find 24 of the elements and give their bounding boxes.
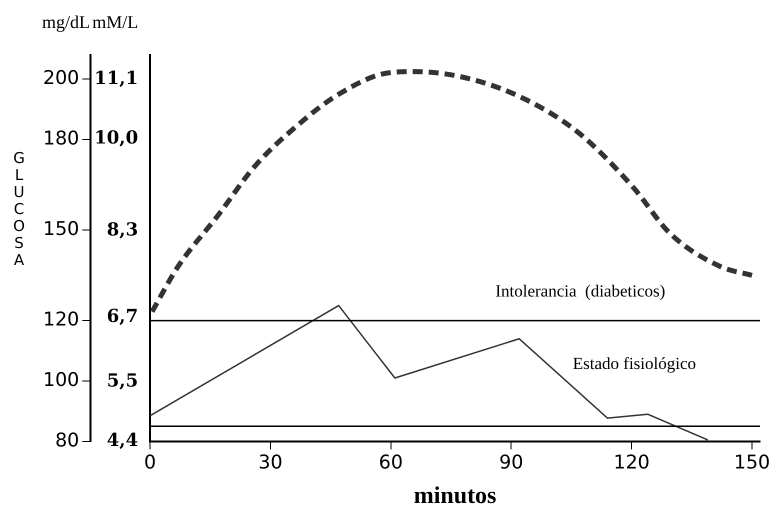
annotation: Intolerancia (diabeticos) [495, 281, 666, 300]
y-tick-label: 80 [55, 429, 80, 452]
y2-tick-label: 8,3 [106, 219, 138, 240]
x-tick-label: 150 [734, 452, 770, 474]
y2-axis-title: mM/L [92, 12, 138, 33]
y2-tick-label: 5,5 [106, 370, 138, 392]
x-axis-title: minutos [414, 482, 496, 509]
y-tick-label: 100 [43, 368, 80, 391]
y-tick-label: 150 [43, 218, 80, 240]
x-tick-label: 0 [144, 452, 156, 474]
text: GLUCOSA [12, 149, 26, 269]
y-tick-label: 120 [43, 308, 80, 331]
x-tick-label: 60 [378, 452, 403, 474]
y2-tick-label: 11,1 [94, 68, 138, 89]
y2-tick-label: 10,0 [94, 127, 138, 148]
y-axis-title: mg/dL [42, 12, 90, 33]
y2-tick-label: 6,7 [106, 306, 138, 327]
y2-tick-label: 4,4 [106, 430, 138, 452]
x-tick-label: 120 [613, 452, 650, 474]
annotation: Estado fisiológico [572, 354, 696, 374]
x-tick-label: 30 [258, 452, 283, 474]
y-tick-label: 200 [43, 67, 80, 90]
y-tick-label: 180 [43, 127, 80, 150]
x-tick-label: 90 [499, 452, 524, 474]
